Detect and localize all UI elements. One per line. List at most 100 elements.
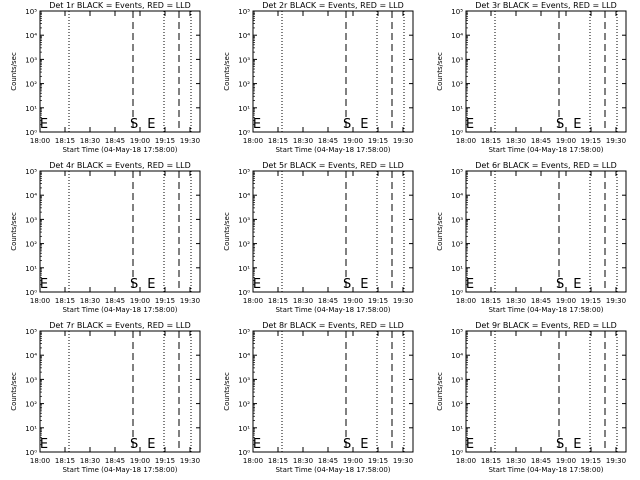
- x-tick-label: 18:30: [506, 297, 526, 305]
- event-marker: E: [466, 277, 474, 292]
- y-tick-label: 10²: [451, 81, 463, 89]
- x-tick-label: 19:30: [606, 297, 626, 305]
- event-marker: E: [360, 437, 368, 452]
- y-tick-label: 10⁰: [25, 129, 37, 137]
- plot-frame: [465, 330, 627, 453]
- y-axis-label: Counts/sec: [10, 372, 18, 411]
- y-tick-label: 10⁵: [25, 328, 37, 336]
- detector-plot-2: Det 2r BLACK = Events, RED = LLD 10⁰ 10¹ 10…: [223, 1, 414, 154]
- x-tick-label: 19:00: [130, 137, 150, 145]
- plot-frame: [252, 10, 414, 133]
- plot-frame: [39, 330, 201, 453]
- x-tick-label: 19:00: [343, 137, 363, 145]
- y-tick-label: 10⁵: [238, 328, 250, 336]
- x-tick-label: 18:45: [531, 297, 551, 305]
- x-tick-label: 19:30: [393, 457, 413, 465]
- x-tick-label: 18:45: [318, 137, 338, 145]
- x-tick-label: 18:00: [30, 137, 50, 145]
- y-tick-label: 10²: [25, 81, 37, 89]
- y-tick-label: 10⁴: [238, 32, 250, 40]
- y-tick-label: 10⁴: [25, 192, 37, 200]
- y-tick-label: 10⁴: [451, 352, 463, 360]
- y-axis-label: Counts/sec: [436, 212, 444, 251]
- plot-frame: [252, 330, 414, 453]
- y-tick-label: 10⁴: [238, 192, 250, 200]
- detector-plot-8: Det 8r BLACK = Events, RED = LLD 10⁰ 10¹ 10…: [223, 321, 414, 474]
- y-axis-label: Counts/sec: [223, 52, 231, 91]
- x-tick-label: 18:00: [30, 457, 50, 465]
- detector-plot-7: Det 7r BLACK = Events, RED = LLD 10⁰ 10¹ 10…: [10, 321, 201, 474]
- plot-frame: [465, 10, 627, 133]
- event-marker: E: [360, 117, 368, 132]
- plot-title: Det 6r BLACK = Events, RED = LLD: [475, 161, 617, 170]
- plot-title: Det 1r BLACK = Events, RED = LLD: [49, 1, 191, 10]
- detector-plot-4: Det 4r BLACK = Events, RED = LLD 10⁰ 10¹ 10…: [10, 161, 201, 314]
- y-axis-label: Counts/sec: [223, 372, 231, 411]
- y-tick-label: 10²: [238, 81, 250, 89]
- x-axis-label: Start Time (04-May-18 17:58:00): [62, 306, 177, 314]
- y-tick-label: 10¹: [238, 105, 250, 113]
- y-tick-label: 10⁵: [25, 8, 37, 16]
- x-tick-label: 18:45: [105, 457, 125, 465]
- y-tick-label: 10¹: [451, 425, 463, 433]
- x-tick-label: 18:45: [531, 457, 551, 465]
- x-axis-label: Start Time (04-May-18 17:58:00): [488, 306, 603, 314]
- event-marker: E: [573, 117, 581, 132]
- y-tick-label: 10¹: [25, 105, 37, 113]
- x-tick-label: 18:15: [55, 297, 75, 305]
- y-axis-label: Counts/sec: [223, 212, 231, 251]
- x-axis-label: Start Time (04-May-18 17:58:00): [275, 146, 390, 154]
- plot-title: Det 9r BLACK = Events, RED = LLD: [475, 321, 617, 330]
- y-tick-label: 10⁰: [451, 129, 463, 137]
- event-marker: E: [147, 117, 155, 132]
- x-tick-label: 19:00: [556, 297, 576, 305]
- x-tick-label: 18:30: [80, 137, 100, 145]
- y-tick-label: 10²: [451, 401, 463, 409]
- x-tick-label: 19:00: [343, 457, 363, 465]
- y-tick-label: 10¹: [451, 105, 463, 113]
- y-axis-label: Counts/sec: [436, 372, 444, 411]
- x-tick-label: 18:15: [268, 297, 288, 305]
- x-tick-label: 18:00: [30, 297, 50, 305]
- x-axis-label: Start Time (04-May-18 17:58:00): [275, 306, 390, 314]
- y-tick-label: 10⁰: [25, 449, 37, 457]
- x-axis-label: Start Time (04-May-18 17:58:00): [62, 466, 177, 474]
- x-tick-label: 18:15: [268, 457, 288, 465]
- plot-title: Det 7r BLACK = Events, RED = LLD: [49, 321, 191, 330]
- x-tick-label: 18:30: [506, 457, 526, 465]
- x-tick-label: 18:15: [481, 297, 501, 305]
- event-marker: E: [573, 277, 581, 292]
- plot-frame: [252, 170, 414, 293]
- x-tick-label: 19:30: [180, 137, 200, 145]
- y-tick-label: 10³: [451, 56, 463, 64]
- x-tick-label: 19:15: [581, 457, 601, 465]
- x-tick-label: 18:30: [80, 457, 100, 465]
- x-tick-label: 19:00: [556, 457, 576, 465]
- y-tick-label: 10²: [451, 241, 463, 249]
- x-tick-label: 19:15: [155, 137, 175, 145]
- y-tick-label: 10¹: [25, 265, 37, 273]
- event-marker: S: [130, 117, 138, 132]
- event-marker: E: [573, 437, 581, 452]
- y-tick-label: 10³: [238, 376, 250, 384]
- plot-title: Det 3r BLACK = Events, RED = LLD: [475, 1, 617, 10]
- plot-title: Det 5r BLACK = Events, RED = LLD: [262, 161, 404, 170]
- y-tick-label: 10⁰: [451, 289, 463, 297]
- y-tick-label: 10⁴: [25, 352, 37, 360]
- x-tick-label: 18:15: [481, 457, 501, 465]
- y-tick-label: 10³: [238, 56, 250, 64]
- x-tick-label: 18:30: [293, 297, 313, 305]
- x-axis-label: Start Time (04-May-18 17:58:00): [488, 146, 603, 154]
- x-tick-label: 18:15: [268, 137, 288, 145]
- y-tick-label: 10⁰: [25, 289, 37, 297]
- x-tick-label: 18:00: [243, 457, 263, 465]
- x-tick-label: 19:30: [606, 137, 626, 145]
- event-marker: S: [130, 437, 138, 452]
- y-tick-label: 10⁰: [238, 289, 250, 297]
- y-axis-label: Counts/sec: [10, 212, 18, 251]
- event-marker: S: [556, 437, 564, 452]
- y-tick-label: 10³: [451, 216, 463, 224]
- x-tick-label: 18:45: [318, 457, 338, 465]
- x-tick-label: 18:00: [456, 457, 476, 465]
